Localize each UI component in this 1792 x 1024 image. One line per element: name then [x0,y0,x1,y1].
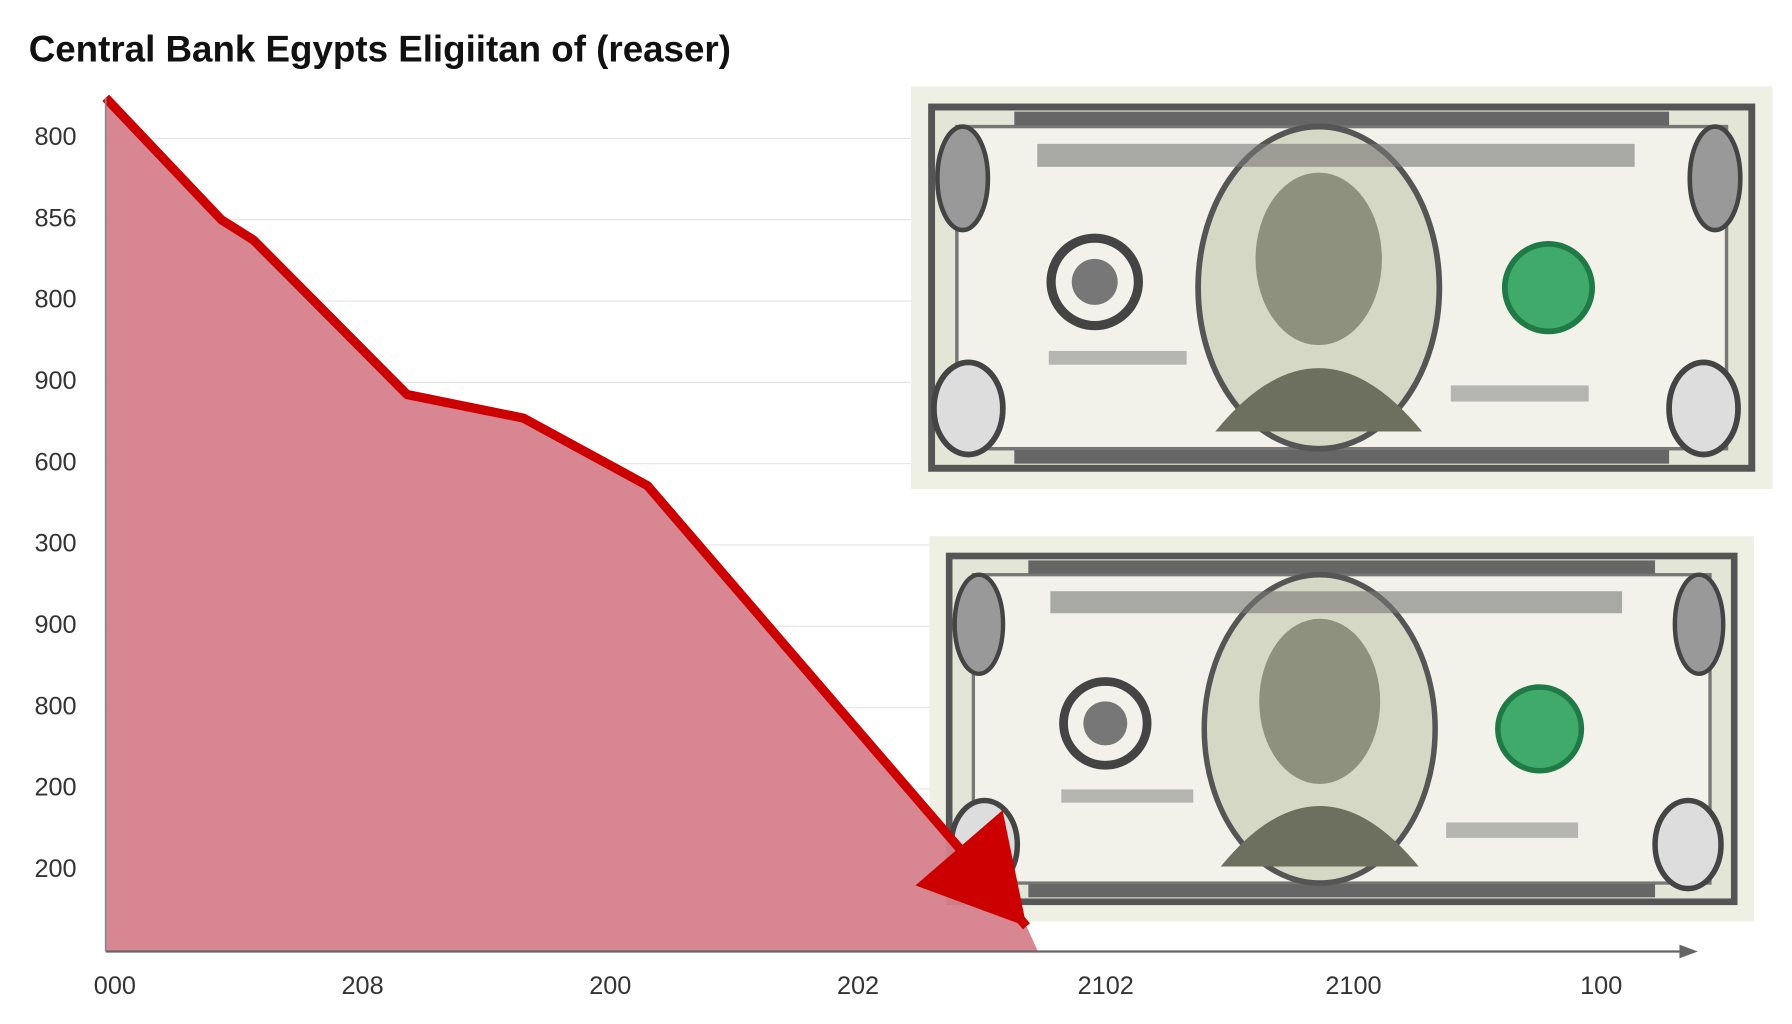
y-tick-label: 200 [34,855,76,883]
trend-line [102,94,1030,930]
dollar-bill-image [929,536,1754,921]
x-tick-label: 202 [837,972,879,1000]
x-tick-label: 208 [341,972,383,1000]
y-tick-label: 300 [34,530,76,558]
x-tick-label: 000 [94,972,136,1000]
x-tick-label: 200 [589,972,631,1000]
y-tick-label: 800 [34,286,76,314]
x-tick-label: 2102 [1078,972,1134,1000]
area [105,97,1038,952]
x-tick-label: 2100 [1325,972,1381,1000]
y-tick-label: 856 [34,204,76,232]
y-tick-label: 800 [34,692,76,720]
y-tick-label: 200 [34,774,76,802]
x-axis-arrow [1679,944,1698,959]
x-tick-label: 100 [1580,972,1622,1000]
trend-arrow-head [915,810,1027,927]
y-tick-label: 900 [34,611,76,639]
chart-title: Central Bank Egypts Eligiitan of (reaser… [29,28,731,69]
dollar-bill-image [911,86,1773,489]
y-tick-label: 900 [34,367,76,395]
y-tick-label: 800 [34,123,76,151]
plot [102,94,1038,952]
y-tick-label: 600 [34,448,76,476]
